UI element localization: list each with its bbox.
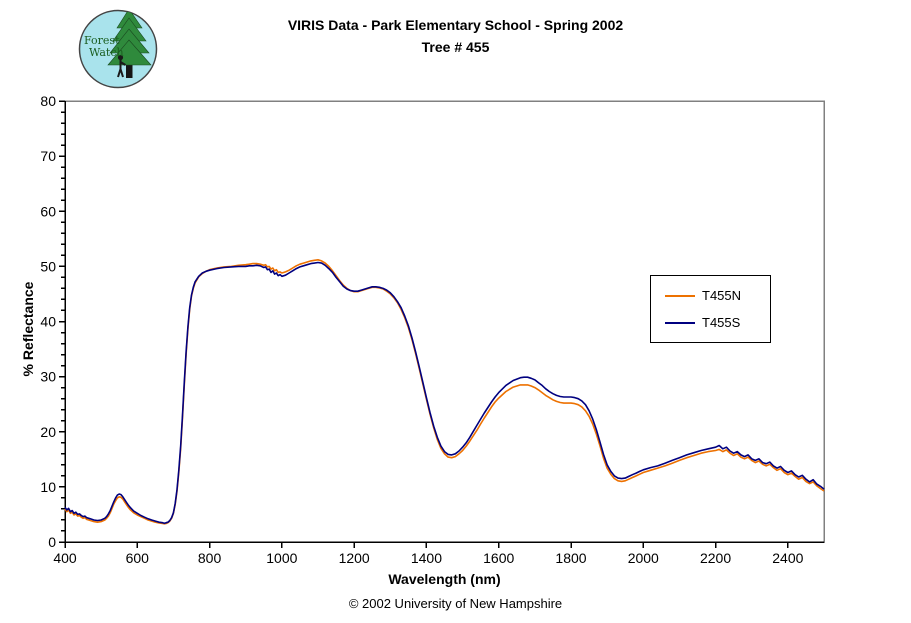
x-tick-label: 400 — [53, 550, 77, 566]
x-tick-label: 2200 — [700, 550, 731, 566]
x-tick-label: 800 — [198, 550, 222, 566]
logo-text-forest: Forest — [84, 34, 120, 47]
y-axis-title: % Reflectance — [20, 281, 36, 377]
x-tick-label: 1800 — [555, 550, 586, 566]
y-tick-label: 20 — [40, 424, 56, 440]
logo-text-watch: Watch — [89, 46, 124, 59]
x-axis-title: Wavelength (nm) — [388, 571, 501, 587]
x-tick-label: 1000 — [266, 550, 297, 566]
x-tick-label: 1200 — [339, 550, 370, 566]
y-tick-label: 10 — [40, 479, 56, 495]
legend-entry-t455n: T455N — [665, 288, 770, 303]
y-tick-label: 0 — [48, 534, 56, 550]
x-tick-label: 2000 — [628, 550, 659, 566]
y-tick-label: 40 — [40, 314, 56, 330]
x-tick-label: 600 — [126, 550, 150, 566]
x-tick-label: 1600 — [483, 550, 514, 566]
legend-label-t455n: T455N — [702, 288, 742, 303]
forest-watch-logo: Forest Watch — [78, 9, 158, 89]
y-tick-label: 50 — [40, 258, 56, 274]
copyright-footer: © 2002 University of New Hampshire — [348, 596, 563, 611]
pine-tree-icon — [107, 10, 152, 78]
y-tick-label: 70 — [40, 148, 56, 164]
t455s-line-swatch — [665, 321, 695, 324]
y-tick-label: 60 — [40, 203, 56, 219]
y-tick-label: 80 — [40, 93, 56, 109]
t455n-line-swatch — [665, 294, 695, 297]
chart-subtitle: Tree # 455 — [421, 39, 490, 55]
chart-title-block: VIRIS Data - Park Elementary School - Sp… — [0, 14, 911, 58]
legend-box: T455N T455S — [650, 275, 771, 343]
series-line-t455s — [64, 261, 825, 525]
x-tick-label: 1400 — [411, 550, 442, 566]
legend-entry-t455s: T455S — [665, 315, 770, 330]
legend-label-t455s: T455S — [702, 315, 741, 330]
chart-title: VIRIS Data - Park Elementary School - Sp… — [287, 17, 624, 33]
x-tick-label: 2400 — [772, 550, 803, 566]
y-tick-label: 30 — [40, 369, 56, 385]
person-figure — [117, 54, 127, 78]
